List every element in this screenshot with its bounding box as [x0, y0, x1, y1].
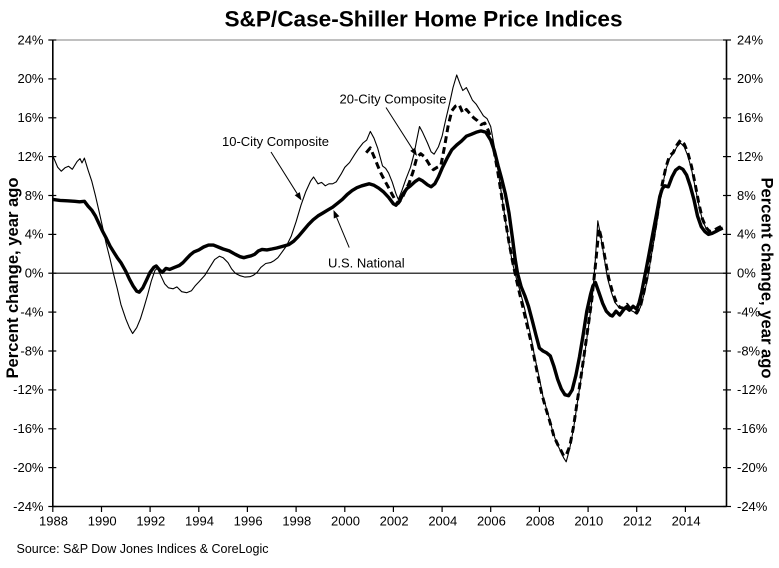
svg-text:U.S. National: U.S. National	[328, 256, 405, 271]
svg-text:-8%: -8%	[20, 343, 44, 358]
svg-text:10-City Composite: 10-City Composite	[222, 134, 329, 149]
svg-text:2008: 2008	[526, 514, 555, 529]
svg-text:-4%: -4%	[737, 304, 761, 319]
svg-text:16%: 16%	[737, 110, 763, 125]
svg-text:2006: 2006	[477, 514, 506, 529]
svg-text:1998: 1998	[282, 514, 311, 529]
svg-text:-24%: -24%	[13, 499, 44, 514]
svg-text:20%: 20%	[737, 71, 763, 86]
svg-text:16%: 16%	[17, 110, 43, 125]
svg-text:-24%: -24%	[737, 499, 768, 514]
svg-text:-20%: -20%	[737, 460, 768, 475]
svg-text:0%: 0%	[737, 266, 756, 281]
svg-text:1988: 1988	[39, 514, 68, 529]
svg-text:-16%: -16%	[737, 421, 768, 436]
svg-text:1992: 1992	[136, 514, 165, 529]
svg-text:2004: 2004	[428, 514, 457, 529]
svg-text:Percent change, year ago: Percent change, year ago	[758, 177, 777, 378]
svg-text:20-City Composite: 20-City Composite	[340, 92, 447, 107]
svg-text:2014: 2014	[672, 514, 701, 529]
svg-text:8%: 8%	[25, 188, 44, 203]
svg-text:2000: 2000	[331, 514, 360, 529]
svg-text:1994: 1994	[185, 514, 214, 529]
svg-text:-12%: -12%	[737, 382, 768, 397]
svg-text:8%: 8%	[737, 188, 756, 203]
svg-text:Percent change, year ago: Percent change, year ago	[3, 177, 22, 378]
svg-text:S&P/Case-Shiller Home Price In: S&P/Case-Shiller Home Price Indices	[224, 7, 622, 32]
svg-text:24%: 24%	[17, 32, 43, 47]
svg-text:24%: 24%	[737, 32, 763, 47]
svg-text:2012: 2012	[623, 514, 652, 529]
svg-text:1990: 1990	[88, 514, 117, 529]
svg-text:4%: 4%	[737, 227, 756, 242]
svg-text:-16%: -16%	[13, 421, 44, 436]
svg-text:4%: 4%	[25, 227, 44, 242]
svg-text:12%: 12%	[737, 149, 763, 164]
svg-text:2002: 2002	[380, 514, 409, 529]
svg-text:1996: 1996	[234, 514, 263, 529]
svg-text:-12%: -12%	[13, 382, 44, 397]
svg-text:0%: 0%	[25, 266, 44, 281]
svg-text:2010: 2010	[574, 514, 603, 529]
svg-text:20%: 20%	[17, 71, 43, 86]
svg-text:Source: S&P Dow Jones Indices: Source: S&P Dow Jones Indices & CoreLogi…	[17, 542, 269, 556]
svg-text:-20%: -20%	[13, 460, 44, 475]
svg-text:-8%: -8%	[737, 343, 761, 358]
svg-text:12%: 12%	[17, 149, 43, 164]
svg-text:-4%: -4%	[20, 304, 44, 319]
